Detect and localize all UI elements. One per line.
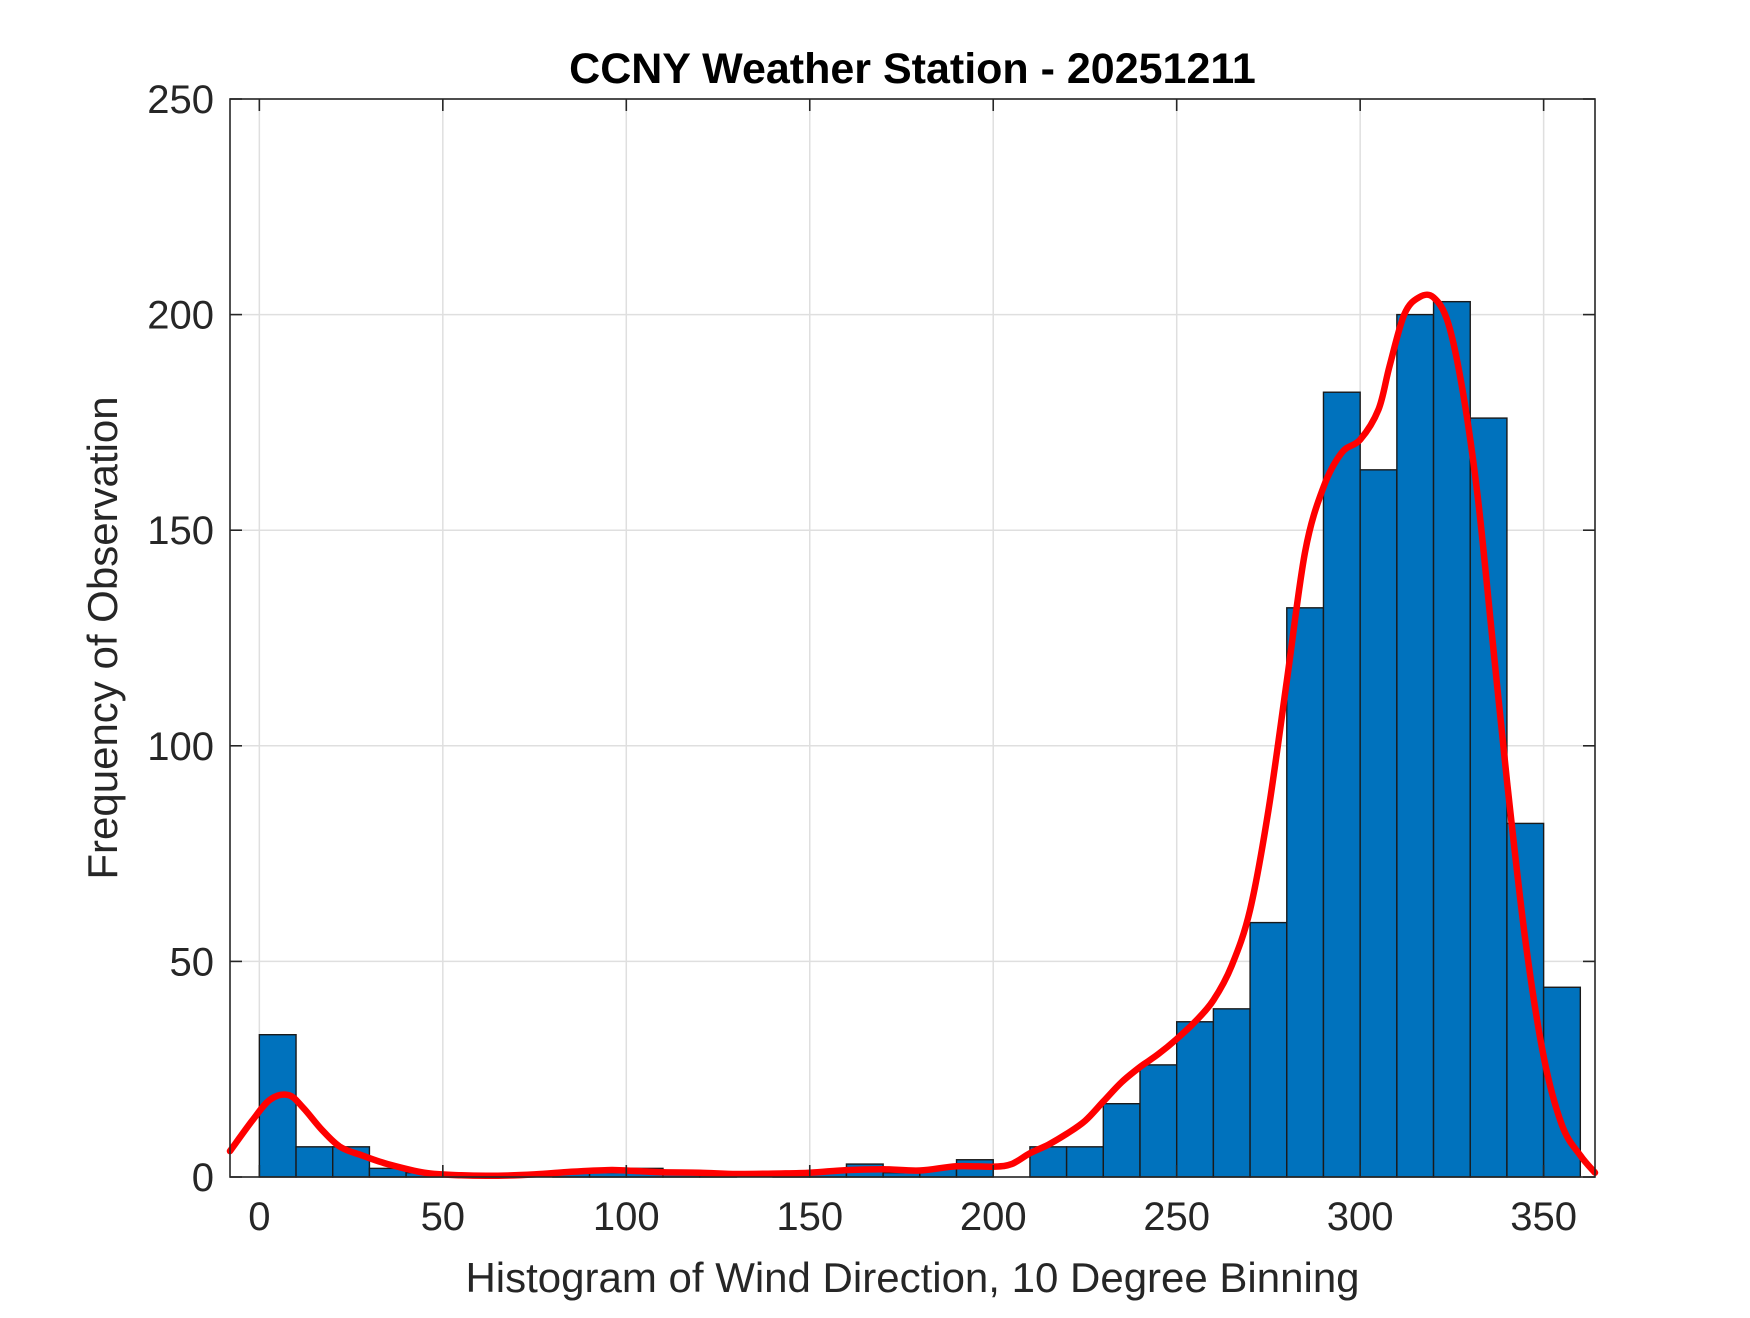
y-axis-label: Frequency of Observation <box>79 396 126 879</box>
histogram-bar <box>1175 1021 1215 1178</box>
histogram-bar <box>1322 391 1361 1178</box>
histogram-bar <box>1359 469 1398 1178</box>
y-tick-label: 0 <box>192 1156 214 1200</box>
plot-frame <box>229 98 1596 1178</box>
x-tick-label: 100 <box>593 1195 660 1239</box>
chart-title: CCNY Weather Station - 20251211 <box>569 45 1256 93</box>
histogram-bar <box>1286 607 1325 1178</box>
y-tick-label: 50 <box>170 940 215 984</box>
bar-layer <box>258 300 1582 1178</box>
histogram-bar <box>1212 1008 1251 1178</box>
histogram-bar <box>1396 313 1435 1178</box>
histogram-bar <box>295 1146 334 1178</box>
x-tick-label: 350 <box>1510 1195 1577 1239</box>
y-tick-label: 250 <box>147 78 214 122</box>
histogram-bar <box>1249 921 1288 1178</box>
histogram-bar <box>1469 417 1508 1178</box>
x-tick-label: 0 <box>248 1195 270 1239</box>
curve-layer <box>226 291 1599 1180</box>
histogram-bar <box>1432 300 1471 1178</box>
histogram-bar <box>1139 1064 1178 1178</box>
x-tick-label: 50 <box>421 1195 466 1239</box>
tick-layer: 0 50 100 150 200 250 300 350 0 50 100 150 200 250 <box>147 78 1595 1239</box>
y-tick-label: 100 <box>147 725 214 769</box>
x-tick-label: 200 <box>960 1195 1027 1239</box>
histogram-bar <box>1065 1146 1105 1178</box>
histogram-bar <box>1506 822 1545 1178</box>
y-tick-label: 200 <box>147 294 214 338</box>
x-tick-label: 300 <box>1327 1195 1394 1239</box>
x-tick-label: 250 <box>1143 1195 1210 1239</box>
histogram-bar <box>1102 1102 1141 1178</box>
y-tick-label: 150 <box>147 509 214 553</box>
density-curve <box>226 291 1599 1180</box>
x-axis-label: Histogram of Wind Direction, 10 Degree B… <box>465 1254 1359 1301</box>
x-tick-label: 150 <box>776 1195 843 1239</box>
